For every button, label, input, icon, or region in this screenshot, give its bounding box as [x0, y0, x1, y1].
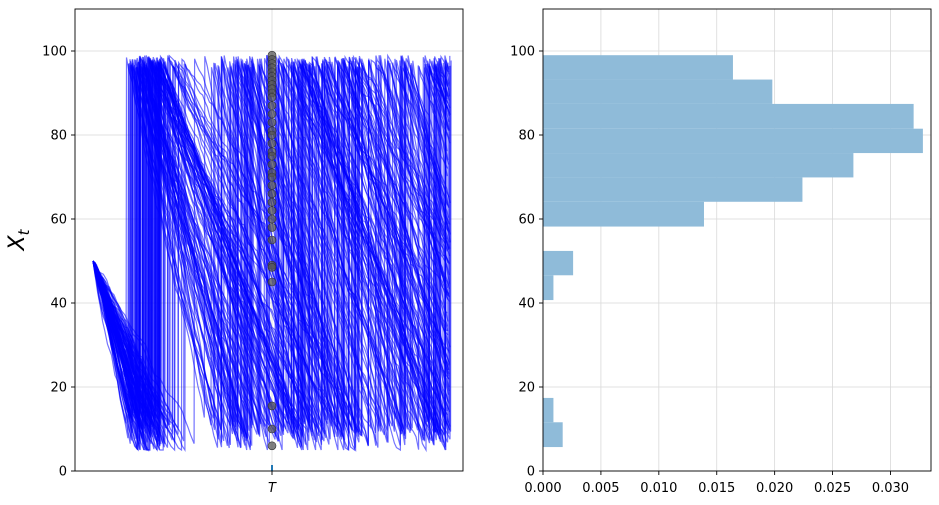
right-x-tick-label: 0.010	[640, 481, 677, 496]
left-x-axis-ticks: T	[268, 471, 277, 496]
t-marker-point	[267, 109, 277, 119]
trajectory-line	[92, 58, 450, 450]
right-x-tick-label: 0.000	[524, 481, 561, 496]
trajectory-line	[92, 61, 451, 451]
histogram-bar	[543, 177, 803, 202]
left-y-tick-label: 0	[59, 465, 67, 480]
right-y-tick-label: 80	[518, 129, 535, 144]
right-axes-frame	[542, 8, 932, 472]
t-marker-point	[267, 401, 277, 411]
histogram-bar	[543, 79, 773, 104]
left-chart-panel: 0 20 40 60 80 100 T Xt	[5, 8, 464, 496]
t-marker-point	[267, 181, 277, 190]
histogram-bar	[543, 103, 914, 129]
histogram-bar	[543, 422, 563, 448]
trajectory-line	[92, 56, 449, 446]
right-x-tick-label: 0.030	[872, 481, 909, 496]
right-x-tick-label: 0.015	[698, 481, 735, 496]
t-marker-point	[267, 189, 277, 199]
right-x-tick-label: 0.005	[582, 481, 619, 496]
trajectory-line	[92, 57, 449, 448]
t-marker-point	[267, 206, 277, 215]
left-y-axis-ticks: 0 20 40 60 80 100	[42, 45, 75, 480]
t-marker-point	[267, 235, 277, 245]
t-marker-point	[267, 424, 277, 434]
t-marker-point	[267, 223, 277, 232]
left-y-tick-label: 20	[50, 381, 67, 396]
left-y-tick-label: 80	[50, 129, 67, 144]
histogram-bar	[543, 55, 733, 80]
trajectory-line	[92, 56, 449, 445]
trajectory-lines	[92, 53, 452, 453]
right-y-tick-label: 20	[518, 381, 535, 396]
trajectory-line	[92, 58, 448, 441]
right-x-axis-ticks: 0.000 0.005 0.010 0.015 0.020 0.025 0.030	[524, 471, 909, 496]
histogram-bar	[543, 275, 554, 301]
left-x-tick-label: T	[268, 481, 277, 496]
right-x-tick-label: 0.025	[814, 481, 851, 496]
histogram-bar	[543, 250, 574, 276]
right-y-tick-label: 100	[510, 45, 535, 60]
right-y-tick-label: 60	[518, 213, 535, 228]
t-marker-point	[267, 172, 277, 182]
t-marker-points	[267, 50, 277, 471]
t-marker-point	[267, 92, 277, 102]
histogram-bars	[543, 55, 923, 448]
left-y-axis-label: Xt	[5, 228, 33, 251]
right-y-tick-label: 0	[527, 465, 535, 480]
t-marker-point	[267, 441, 277, 451]
t-marker-point	[267, 139, 277, 148]
left-y-tick-label: 40	[50, 297, 67, 312]
histogram-bar	[543, 128, 923, 154]
trajectory-line	[92, 58, 450, 440]
t-marker-point	[267, 197, 277, 207]
right-y-tick-label: 40	[518, 297, 535, 312]
left-y-tick-label: 60	[50, 213, 67, 228]
trajectory-line	[92, 64, 450, 437]
left-axes-frame	[74, 8, 464, 472]
left-y-tick-label: 100	[42, 45, 67, 60]
histogram-bar	[543, 201, 704, 227]
histogram-bar	[543, 397, 554, 423]
t-marker-point	[267, 130, 277, 140]
t-marker-point	[267, 214, 277, 224]
right-x-tick-label: 0.020	[756, 481, 793, 496]
t-marker-point	[267, 277, 277, 287]
t-marker-point	[267, 118, 277, 127]
histogram-bar	[543, 153, 854, 178]
trajectory-line	[92, 56, 451, 437]
t-marker-point	[267, 160, 277, 169]
t-marker-point	[267, 262, 277, 272]
t-marker-point	[267, 101, 277, 110]
t-marker-point	[267, 151, 277, 161]
right-y-axis-ticks: 0 20 40 60 80 100	[510, 45, 543, 480]
